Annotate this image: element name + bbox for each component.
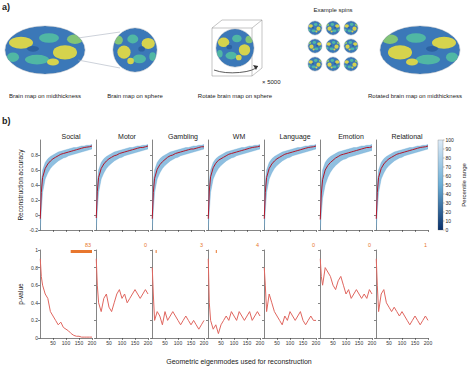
svg-text:50: 50 <box>162 340 168 346</box>
svg-text:70: 70 <box>446 164 452 170</box>
svg-text:10: 10 <box>446 218 452 224</box>
svg-text:0.2: 0.2 <box>31 197 38 203</box>
svg-text:150: 150 <box>411 340 420 346</box>
svg-text:200: 200 <box>200 340 209 346</box>
svg-text:0: 0 <box>35 335 38 341</box>
svg-text:150: 150 <box>299 340 308 346</box>
svg-text:20: 20 <box>446 209 452 215</box>
svg-text:50: 50 <box>386 340 392 346</box>
svg-text:0.4: 0.4 <box>31 182 38 188</box>
svg-text:1: 1 <box>424 242 427 248</box>
svg-text:0: 0 <box>368 242 371 248</box>
svg-text:150: 150 <box>187 340 196 346</box>
svg-text:Language: Language <box>279 133 310 141</box>
svg-text:100: 100 <box>174 340 183 346</box>
svg-text:Brain map on midthickness: Brain map on midthickness <box>9 93 81 99</box>
svg-text:100: 100 <box>230 340 239 346</box>
svg-text:Geometric eigenmodes used for: Geometric eigenmodes used for reconstruc… <box>166 358 312 366</box>
svg-text:60: 60 <box>446 173 452 179</box>
svg-text:Emotion: Emotion <box>338 133 364 140</box>
svg-text:Example spins: Example spins <box>313 7 352 13</box>
svg-text:a): a) <box>2 2 10 12</box>
svg-text:0: 0 <box>144 242 147 248</box>
svg-text:1: 1 <box>35 247 38 253</box>
svg-text:150: 150 <box>243 340 252 346</box>
svg-text:200: 200 <box>88 340 97 346</box>
svg-text:Percentile range: Percentile range <box>461 162 467 206</box>
svg-text:150: 150 <box>355 340 364 346</box>
svg-text:200: 200 <box>368 340 377 346</box>
svg-text:0.6: 0.6 <box>31 167 38 173</box>
svg-text:30: 30 <box>446 200 452 206</box>
svg-text:50: 50 <box>446 182 452 188</box>
svg-text:0.8: 0.8 <box>31 265 38 271</box>
svg-text:0.2: 0.2 <box>31 317 38 323</box>
svg-text:50: 50 <box>106 340 112 346</box>
svg-text:40: 40 <box>446 191 452 197</box>
svg-text:200: 200 <box>312 340 321 346</box>
svg-text:Brain map on sphere: Brain map on sphere <box>107 93 163 99</box>
svg-text:50: 50 <box>50 340 56 346</box>
svg-text:200: 200 <box>424 340 433 346</box>
svg-text:50: 50 <box>330 340 336 346</box>
svg-text:83: 83 <box>85 242 91 248</box>
svg-text:Motor: Motor <box>118 133 137 140</box>
svg-text:100: 100 <box>286 340 295 346</box>
svg-text:Relational: Relational <box>391 133 423 140</box>
svg-text:200: 200 <box>144 340 153 346</box>
svg-text:100: 100 <box>118 340 127 346</box>
svg-text:150: 150 <box>75 340 84 346</box>
svg-text:3: 3 <box>200 242 203 248</box>
svg-text:100: 100 <box>398 340 407 346</box>
svg-text:0.4: 0.4 <box>31 300 38 306</box>
svg-text:50: 50 <box>218 340 224 346</box>
svg-text:Rotated brain map on midthickn: Rotated brain map on midthickness <box>368 93 462 99</box>
svg-text:0.8: 0.8 <box>31 152 38 158</box>
svg-text:200: 200 <box>256 340 265 346</box>
svg-text:150: 150 <box>131 340 140 346</box>
svg-text:0: 0 <box>446 227 449 233</box>
svg-text:100: 100 <box>62 340 71 346</box>
svg-text:× 5000: × 5000 <box>262 79 281 85</box>
svg-text:Rotate brain map on sphere: Rotate brain map on sphere <box>198 93 273 99</box>
svg-text:0: 0 <box>312 242 315 248</box>
svg-text:0.6: 0.6 <box>31 282 38 288</box>
svg-text:4: 4 <box>256 242 259 248</box>
svg-text:80: 80 <box>446 155 452 161</box>
svg-text:b): b) <box>2 116 11 126</box>
svg-text:100: 100 <box>446 137 455 143</box>
svg-text:Reconstruction accuracy: Reconstruction accuracy <box>17 149 25 221</box>
svg-text:WM: WM <box>233 133 246 140</box>
svg-text:50: 50 <box>274 340 280 346</box>
svg-text:0: 0 <box>35 212 38 218</box>
svg-text:100: 100 <box>342 340 351 346</box>
svg-text:Social: Social <box>61 133 81 140</box>
svg-text:Gambling: Gambling <box>168 133 198 141</box>
svg-text:90: 90 <box>446 146 452 152</box>
svg-text:p-value: p-value <box>17 283 25 305</box>
svg-text:-0.2: -0.2 <box>29 227 38 233</box>
